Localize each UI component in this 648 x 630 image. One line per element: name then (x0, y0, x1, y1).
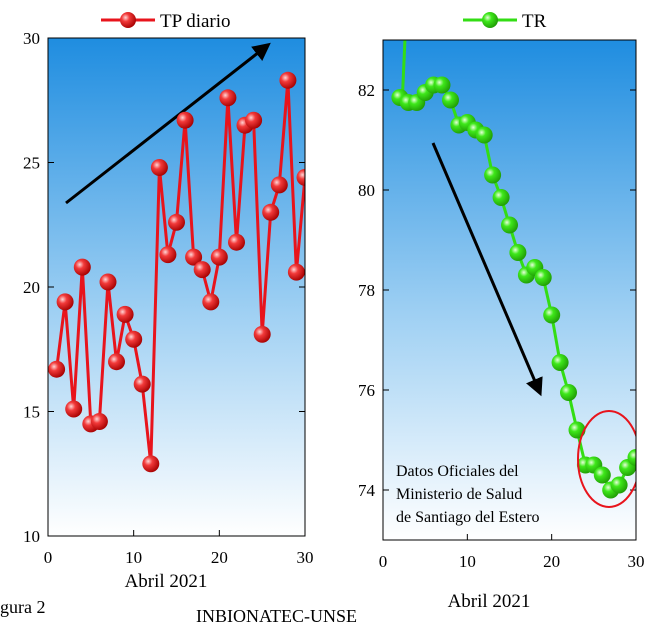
tp-data-point (150, 159, 168, 176)
tp-data-point (159, 246, 177, 264)
left-plot-background (48, 38, 305, 536)
tr-x-tick-label: 0 (379, 552, 388, 571)
right-trend-arrow (431, 142, 543, 397)
left-y-tick-labels: 10 15 20 25 30 (23, 29, 40, 546)
tp-data-point (125, 330, 143, 348)
tp-data-point (142, 455, 160, 473)
tp-y-tick-label: 15 (23, 403, 40, 422)
tr-x-tick-label: 10 (459, 552, 476, 571)
tr-x-tick-label: 30 (628, 552, 645, 571)
tp-data-point (168, 213, 185, 231)
annotation-text: Datos Oficiales del Ministerio de Salud … (396, 463, 540, 526)
tp-data-point (185, 248, 203, 266)
tr-data-point (551, 354, 569, 371)
tr-data-point (593, 466, 611, 484)
left-legend: TP diario (101, 11, 231, 32)
tp-data-point (56, 293, 74, 311)
highlight-circle (577, 410, 636, 508)
tr-data-point (509, 244, 527, 261)
tp-y-tick-label: 25 (23, 154, 40, 173)
tr-data-point (543, 306, 561, 324)
tr-data-point (610, 476, 628, 494)
annotation-line-2: Ministerio de Salud (396, 486, 522, 503)
tr-data-point (534, 269, 552, 286)
tp-data-point (133, 375, 151, 393)
tp-legend-label: TP diario (160, 11, 231, 32)
figure-caption-fragment: gura 2 (0, 597, 46, 617)
tp-legend-swatch-marker (120, 12, 136, 28)
tr-data-point (492, 189, 510, 206)
tr-series-lead-in (400, 40, 407, 98)
credit-label: INBIONATEC-UNSE (196, 606, 357, 626)
tp-data-point (245, 111, 263, 129)
tp-data-point (193, 261, 211, 279)
tr-y-tick-label: 76 (358, 381, 375, 400)
right-legend: TR (463, 11, 547, 32)
tr-legend-label: TR (522, 11, 547, 32)
tr-data-point (501, 216, 518, 234)
tr-legend-swatch-marker (482, 12, 498, 28)
right-plot-frame (382, 39, 637, 541)
right-x-axis-label: Abril 2021 (448, 591, 531, 612)
tp-data-point (262, 203, 280, 221)
tr-data-point (433, 76, 451, 94)
tp-x-tick-label: 10 (125, 548, 142, 567)
left-trend-arrow (65, 42, 271, 205)
tr-data-point (484, 166, 502, 184)
tr-data-point (442, 91, 459, 109)
tp-data-point (73, 258, 91, 276)
tp-data-point (90, 413, 108, 430)
tr-data-point (475, 126, 493, 144)
annotation-line-1: Datos Oficiales del (396, 463, 519, 480)
tp-y-tick-label: 30 (23, 29, 40, 48)
tp-y-tick-label: 20 (23, 278, 40, 297)
tr-series-points (391, 76, 636, 499)
tp-data-point (116, 305, 134, 323)
left-x-tick-labels: 0 10 20 30 (44, 548, 314, 567)
tp-x-tick-label: 20 (211, 548, 228, 567)
tp-data-point (270, 176, 288, 194)
left-x-axis-label: Abril 2021 (125, 571, 208, 592)
tr-y-tick-label: 78 (358, 281, 375, 300)
tr-y-tick-label: 74 (358, 481, 376, 500)
annotation-line-3: de Santiago del Estero (396, 509, 540, 526)
tp-series-points (48, 71, 305, 473)
tp-data-point (210, 248, 228, 266)
tr-data-point (568, 421, 586, 439)
tp-data-point (228, 233, 245, 251)
tp-data-point (99, 273, 117, 291)
tr-y-tick-label: 82 (358, 81, 375, 100)
right-y-tick-labels: 74 76 78 80 82 (358, 81, 376, 500)
tp-y-tick-label: 10 (23, 527, 40, 546)
tp-data-point (176, 111, 194, 129)
tp-data-point (279, 71, 297, 89)
right-chart: TR Datos Oficiales del Ministerio de Sal… (358, 11, 645, 612)
right-x-tick-labels: 0 10 20 30 (379, 552, 645, 571)
tp-data-point (65, 400, 83, 418)
tp-data-point (287, 263, 305, 281)
tp-data-point (296, 168, 305, 186)
tr-data-point (627, 449, 636, 466)
tp-x-tick-label: 0 (44, 548, 53, 567)
tp-x-tick-label: 30 (297, 548, 314, 567)
tp-data-point (202, 293, 220, 311)
left-plot-frame (47, 37, 306, 537)
tp-data-point (48, 360, 66, 378)
tp-data-point (219, 89, 237, 107)
tp-data-point (253, 325, 271, 343)
tp-data-point (108, 353, 125, 371)
tr-y-tick-label: 80 (358, 181, 375, 200)
tr-x-tick-label: 20 (543, 552, 560, 571)
tr-data-point (560, 384, 577, 401)
